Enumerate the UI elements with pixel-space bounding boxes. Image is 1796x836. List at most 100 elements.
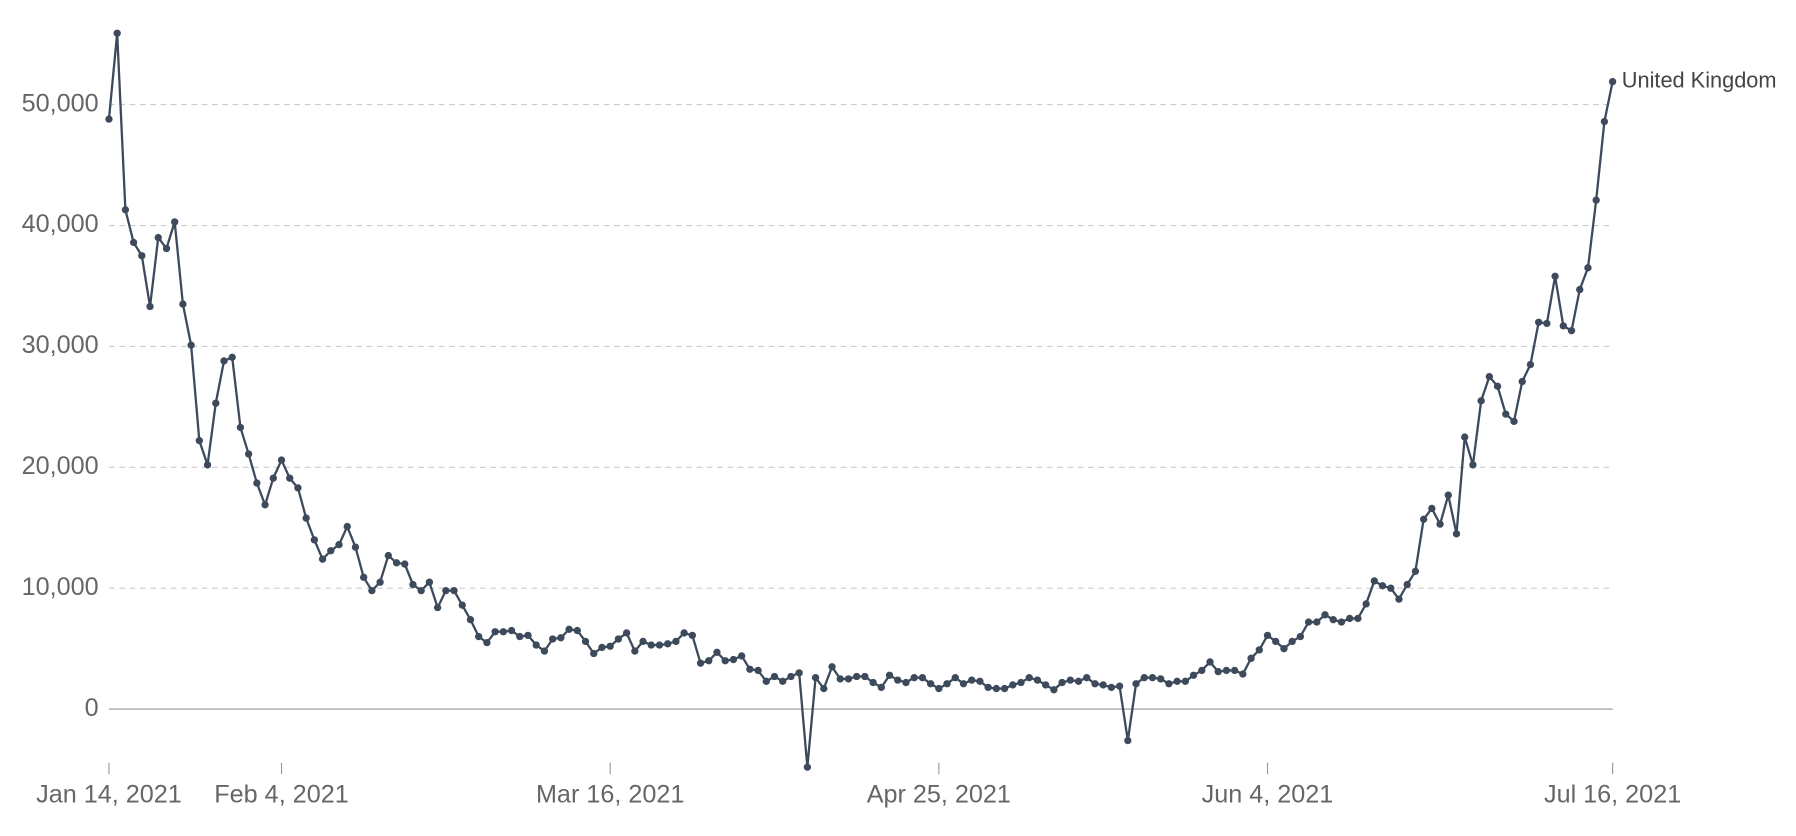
- data-point: [696, 659, 705, 667]
- data-point: [680, 629, 688, 637]
- data-point: [401, 560, 409, 568]
- data-point: [1370, 577, 1378, 585]
- data-point: [261, 501, 269, 509]
- data-point: [1461, 433, 1469, 441]
- data-point: [672, 637, 680, 646]
- data-point: [968, 676, 976, 684]
- data-point: [1551, 272, 1559, 280]
- data-point: [236, 423, 245, 432]
- data-point: [138, 252, 146, 260]
- data-point: [1378, 582, 1387, 590]
- data-point: [869, 678, 877, 687]
- x-tick-label: Feb 4, 2021: [214, 781, 348, 809]
- data-point: [622, 629, 631, 637]
- data-point: [1576, 285, 1584, 294]
- data-point: [1033, 676, 1042, 684]
- data-point: [1165, 680, 1173, 688]
- data-point: [1403, 580, 1411, 589]
- data-point: [1337, 618, 1346, 626]
- data-point: [458, 601, 466, 609]
- data-point: [1066, 676, 1074, 684]
- data-point: [573, 626, 581, 635]
- data-point: [220, 357, 228, 365]
- data-point: [705, 657, 713, 665]
- data-point: [598, 643, 606, 652]
- data-point: [1444, 491, 1452, 499]
- data-point: [951, 674, 959, 682]
- data-point: [113, 29, 121, 37]
- data-point: [1206, 658, 1214, 666]
- data-point: [1543, 319, 1551, 328]
- data-point: [1436, 520, 1444, 528]
- data-point: [1091, 680, 1099, 688]
- data-point: [713, 648, 721, 656]
- data-point: [959, 680, 968, 688]
- x-tick-label: Jun 4, 2021: [1202, 781, 1334, 809]
- data-point: [1469, 461, 1477, 469]
- data-point: [1584, 264, 1592, 272]
- data-point: [1362, 600, 1370, 608]
- data-point: [1000, 684, 1009, 693]
- data-point: [1074, 677, 1083, 685]
- data-point: [442, 586, 450, 595]
- data-point: [581, 637, 590, 646]
- data-point: [187, 341, 195, 349]
- data-point: [129, 238, 138, 247]
- data-point: [1502, 410, 1510, 418]
- data-point: [1198, 666, 1206, 675]
- data-point: [1428, 504, 1436, 513]
- data-point: [450, 586, 458, 595]
- data-point: [779, 677, 787, 685]
- data-point: [631, 647, 639, 655]
- data-point: [499, 628, 508, 636]
- data-point: [302, 514, 310, 522]
- data-point: [1132, 680, 1140, 688]
- y-tick-label: 10,000: [22, 573, 99, 601]
- data-point: [836, 675, 844, 683]
- data-point: [762, 677, 770, 685]
- data-point: [1280, 645, 1288, 653]
- data-point: [253, 479, 261, 487]
- data-point: [1255, 646, 1263, 654]
- data-point: [746, 665, 754, 673]
- y-tick-label: 20,000: [22, 452, 99, 480]
- data-point: [1239, 670, 1247, 678]
- data-point: [368, 586, 376, 595]
- data-point: [343, 522, 351, 531]
- x-tick-label: Apr 25, 2021: [867, 781, 1011, 809]
- data-point: [516, 632, 524, 641]
- data-point: [688, 631, 697, 640]
- data-point: [721, 657, 729, 665]
- data-point: [1534, 318, 1543, 326]
- data-point: [524, 631, 532, 640]
- data-point: [664, 640, 672, 648]
- data-point: [154, 233, 162, 242]
- data-point: [910, 674, 918, 682]
- data-point: [935, 684, 943, 693]
- data-point: [1214, 667, 1222, 676]
- data-point: [1009, 681, 1017, 689]
- data-point: [203, 461, 212, 469]
- data-point: [425, 578, 434, 586]
- data-point: [1321, 611, 1329, 619]
- data-point: [1140, 674, 1148, 682]
- y-tick-label: 0: [85, 694, 99, 722]
- data-point: [1099, 681, 1107, 689]
- data-point: [976, 677, 984, 685]
- data-point: [1346, 614, 1354, 623]
- data-point: [1050, 686, 1058, 694]
- data-point: [277, 456, 286, 464]
- data-point: [803, 763, 812, 771]
- data-point: [417, 586, 425, 595]
- data-point: [885, 671, 894, 679]
- data-point: [351, 543, 360, 551]
- data-point: [828, 663, 836, 671]
- series-line: [107, 33, 1614, 768]
- data-point: [1222, 666, 1231, 675]
- data-point: [1115, 682, 1124, 690]
- x-tick-label: Jan 14, 2021: [36, 781, 182, 809]
- data-point: [1083, 674, 1091, 682]
- y-tick-label: 50,000: [22, 89, 99, 117]
- data-point: [1526, 360, 1535, 369]
